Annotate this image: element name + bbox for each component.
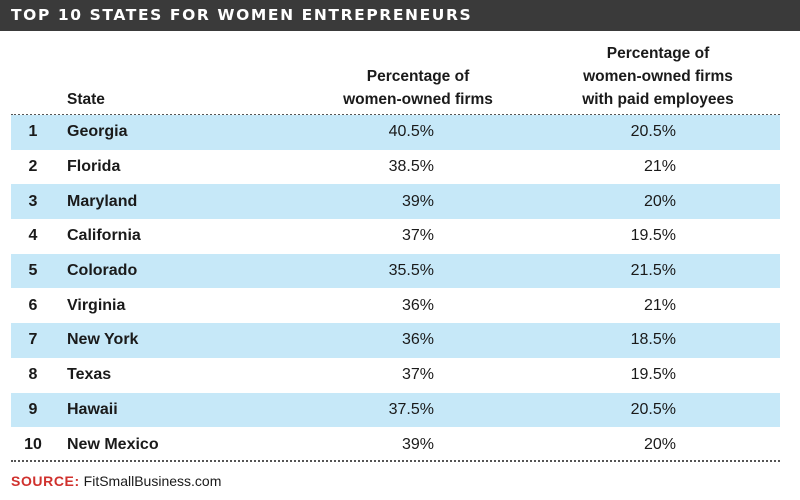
rank-cell: 4	[28, 227, 38, 245]
pct-women-owned-cell: 37.5%	[388, 400, 434, 418]
table-row: 1 Georgia 40.5% 20.5%	[0, 115, 800, 150]
header-pct-line1: Percentage of	[366, 68, 470, 85]
row-background	[11, 184, 780, 220]
pct-paid-employees-cell: 21.5%	[630, 262, 676, 280]
pct-paid-employees-cell: 19.5%	[630, 227, 676, 245]
pct-paid-employees-cell: 21%	[643, 296, 676, 314]
pct-paid-employees-cell: 20.5%	[630, 400, 676, 418]
pct-women-owned-cell: 39%	[401, 435, 434, 453]
state-cell: Virginia	[67, 296, 126, 314]
pct-paid-employees-cell: 21%	[643, 158, 676, 176]
rank-cell: 1	[28, 123, 38, 141]
source-value: FitSmallBusiness.com	[83, 473, 222, 489]
header-paid-line2: women-owned firms	[583, 68, 733, 85]
state-cell: Hawaii	[67, 400, 118, 418]
header-paid-line1: Percentage of	[606, 45, 710, 62]
row-background	[11, 323, 780, 358]
table-row: 4 California 37% 19.5%	[0, 219, 800, 254]
header-percentage-women-owned: Percentage of women-owned firms	[318, 65, 518, 111]
pct-women-owned-cell: 40.5%	[388, 123, 434, 141]
table-row: 5 Colorado 35.5% 21.5%	[0, 253, 800, 289]
bottom-dotted-divider	[11, 460, 780, 462]
header-pct-line2: women-owned firms	[343, 91, 493, 108]
table-row: 3 Maryland 39% 20%	[0, 184, 800, 220]
row-background	[11, 115, 780, 150]
table-body: 1 Georgia 40.5% 20.5% 2 Florida 38.5% 21% 3 Maryl…	[0, 115, 800, 462]
pct-women-owned-cell: 39%	[401, 192, 434, 210]
source-label: SOURCE:	[11, 473, 80, 489]
rank-cell: 9	[28, 400, 38, 418]
pct-women-owned-cell: 36%	[401, 331, 434, 349]
table-row: 6 Virginia 36% 21%	[0, 288, 800, 323]
rank-cell: 3	[28, 192, 38, 210]
rank-cell: 8	[28, 366, 38, 384]
rank-cell: 5	[28, 262, 38, 280]
state-cell: Georgia	[67, 123, 128, 141]
state-cell: Texas	[67, 366, 112, 384]
pct-women-owned-cell: 37%	[401, 366, 434, 384]
table-row: 7 New York 36% 18.5%	[0, 323, 800, 358]
table-row: 9 Hawaii 37.5% 20.5%	[0, 392, 800, 428]
table-title: TOP 10 STATES FOR WOMEN ENTREPRENEURS	[0, 0, 800, 31]
state-cell: New Mexico	[67, 435, 159, 453]
table-row: 2 Florida 38.5% 21%	[0, 150, 800, 185]
pct-paid-employees-cell: 18.5%	[630, 331, 676, 349]
state-cell: New York	[67, 331, 139, 349]
pct-paid-employees-cell: 20%	[643, 435, 676, 453]
rank-cell: 7	[28, 331, 38, 349]
header-paid-line3: with paid employees	[582, 91, 734, 108]
table-row: 8 Texas 37% 19.5%	[0, 358, 800, 393]
header-percentage-paid-employees: Percentage of women-owned firms with pai…	[558, 42, 758, 111]
pct-women-owned-cell: 35.5%	[388, 262, 434, 280]
pct-women-owned-cell: 37%	[401, 227, 434, 245]
pct-paid-employees-cell: 20%	[643, 192, 676, 210]
state-cell: California	[67, 227, 141, 245]
rank-cell: 10	[24, 435, 42, 453]
row-background	[11, 253, 780, 289]
state-cell: Colorado	[67, 262, 138, 280]
table-row: 10 New Mexico 39% 20%	[0, 427, 800, 462]
rank-cell: 2	[28, 158, 38, 176]
pct-women-owned-cell: 38.5%	[388, 158, 434, 176]
rank-cell: 6	[28, 296, 38, 314]
pct-women-owned-cell: 36%	[401, 296, 434, 314]
source-note: SOURCE: FitSmallBusiness.com	[11, 471, 221, 491]
pct-paid-employees-cell: 19.5%	[630, 366, 676, 384]
pct-paid-employees-cell: 20.5%	[630, 123, 676, 141]
header-state: State	[67, 91, 105, 108]
state-cell: Maryland	[67, 192, 138, 210]
row-background	[11, 392, 780, 428]
state-cell: Florida	[67, 158, 121, 176]
